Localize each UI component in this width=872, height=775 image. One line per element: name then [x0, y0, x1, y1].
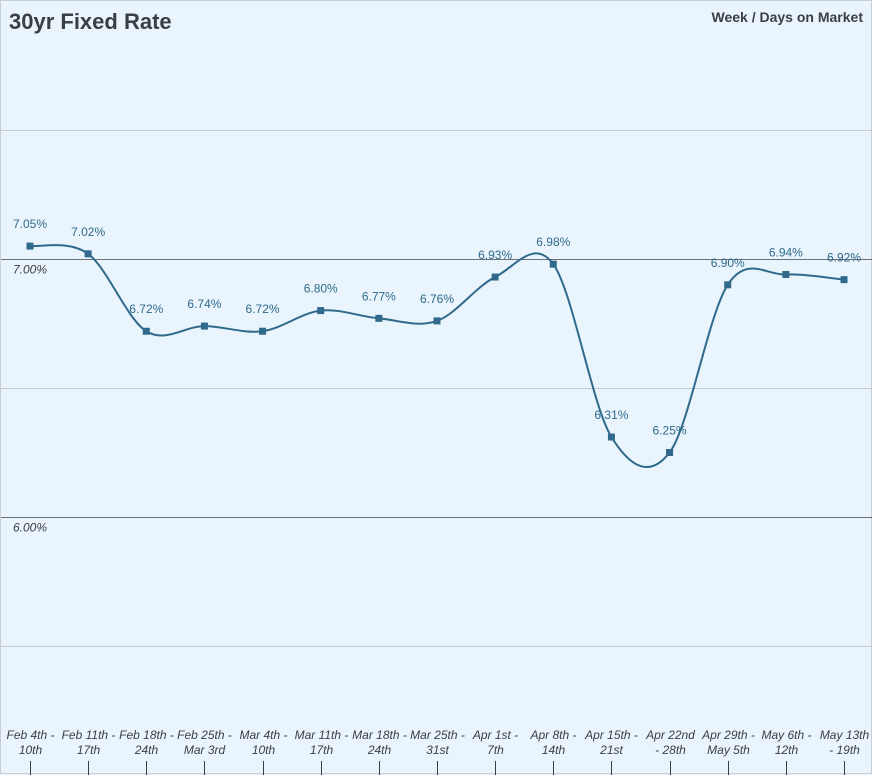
- data-point: [666, 449, 674, 456]
- x-tick-label: Apr 8th -14th: [529, 728, 576, 757]
- data-label: 7.05%: [13, 217, 47, 231]
- data-point: [259, 327, 267, 335]
- x-tick-label: Apr 15th -21st: [584, 728, 638, 757]
- x-tick-label: Feb 4th -10th: [6, 728, 54, 757]
- x-tick-label: Feb 25th -Mar 3rd: [177, 728, 232, 757]
- data-point: [549, 260, 557, 268]
- data-label: 6.72%: [129, 302, 163, 316]
- data-label: 7.02%: [71, 225, 105, 239]
- x-tick-label: Apr 29th -May 5th: [701, 728, 755, 757]
- data-point: [724, 281, 732, 289]
- series-line: [29, 244, 845, 469]
- data-label: 6.90%: [711, 256, 745, 270]
- chart-title: 30yr Fixed Rate: [9, 9, 172, 34]
- x-tick-label: Feb 18th -24th: [119, 728, 174, 757]
- x-tick-label: Mar 18th -24th: [352, 728, 407, 757]
- data-label: 6.72%: [246, 302, 280, 316]
- data-label: 6.94%: [769, 245, 803, 259]
- data-point: [433, 317, 441, 325]
- data-point: [142, 327, 150, 335]
- data-label: 6.76%: [420, 292, 454, 306]
- data-point: [317, 307, 325, 315]
- data-point: [607, 433, 615, 441]
- x-tick-label: Feb 11th -17th: [62, 728, 116, 757]
- data-point: [375, 314, 383, 322]
- x-tick-label: Mar 25th -31st: [410, 728, 465, 757]
- data-label: 6.74%: [187, 297, 221, 311]
- x-tick-label: Apr 22nd - 28th: [645, 728, 695, 757]
- x-tick-label: Mar 11th -17th: [295, 728, 349, 757]
- data-point: [200, 322, 208, 330]
- x-tick-label: May 13th - 19th: [820, 728, 870, 757]
- data-label: 6.93%: [478, 248, 512, 262]
- x-tick-label: Mar 4th -10th: [239, 728, 287, 757]
- x-tick-label: Apr 1st -7th: [472, 728, 518, 757]
- chart-subtitle: Week / Days on Market: [711, 9, 863, 25]
- data-label: 6.31%: [594, 408, 628, 422]
- data-label: 6.25%: [653, 424, 687, 438]
- y-tick-label: 6.00%: [13, 521, 47, 535]
- x-tick-label: May 6th -12th: [761, 728, 811, 757]
- data-point: [782, 270, 790, 278]
- data-label: 6.92%: [827, 251, 861, 265]
- data-label: 6.80%: [304, 282, 338, 296]
- data-point: [491, 273, 499, 281]
- data-label: 6.77%: [362, 289, 396, 303]
- data-point: [84, 250, 92, 258]
- data-point: [840, 276, 848, 284]
- data-point: [26, 242, 34, 250]
- data-label: 6.98%: [536, 235, 570, 249]
- y-tick-label: 7.00%: [13, 263, 47, 277]
